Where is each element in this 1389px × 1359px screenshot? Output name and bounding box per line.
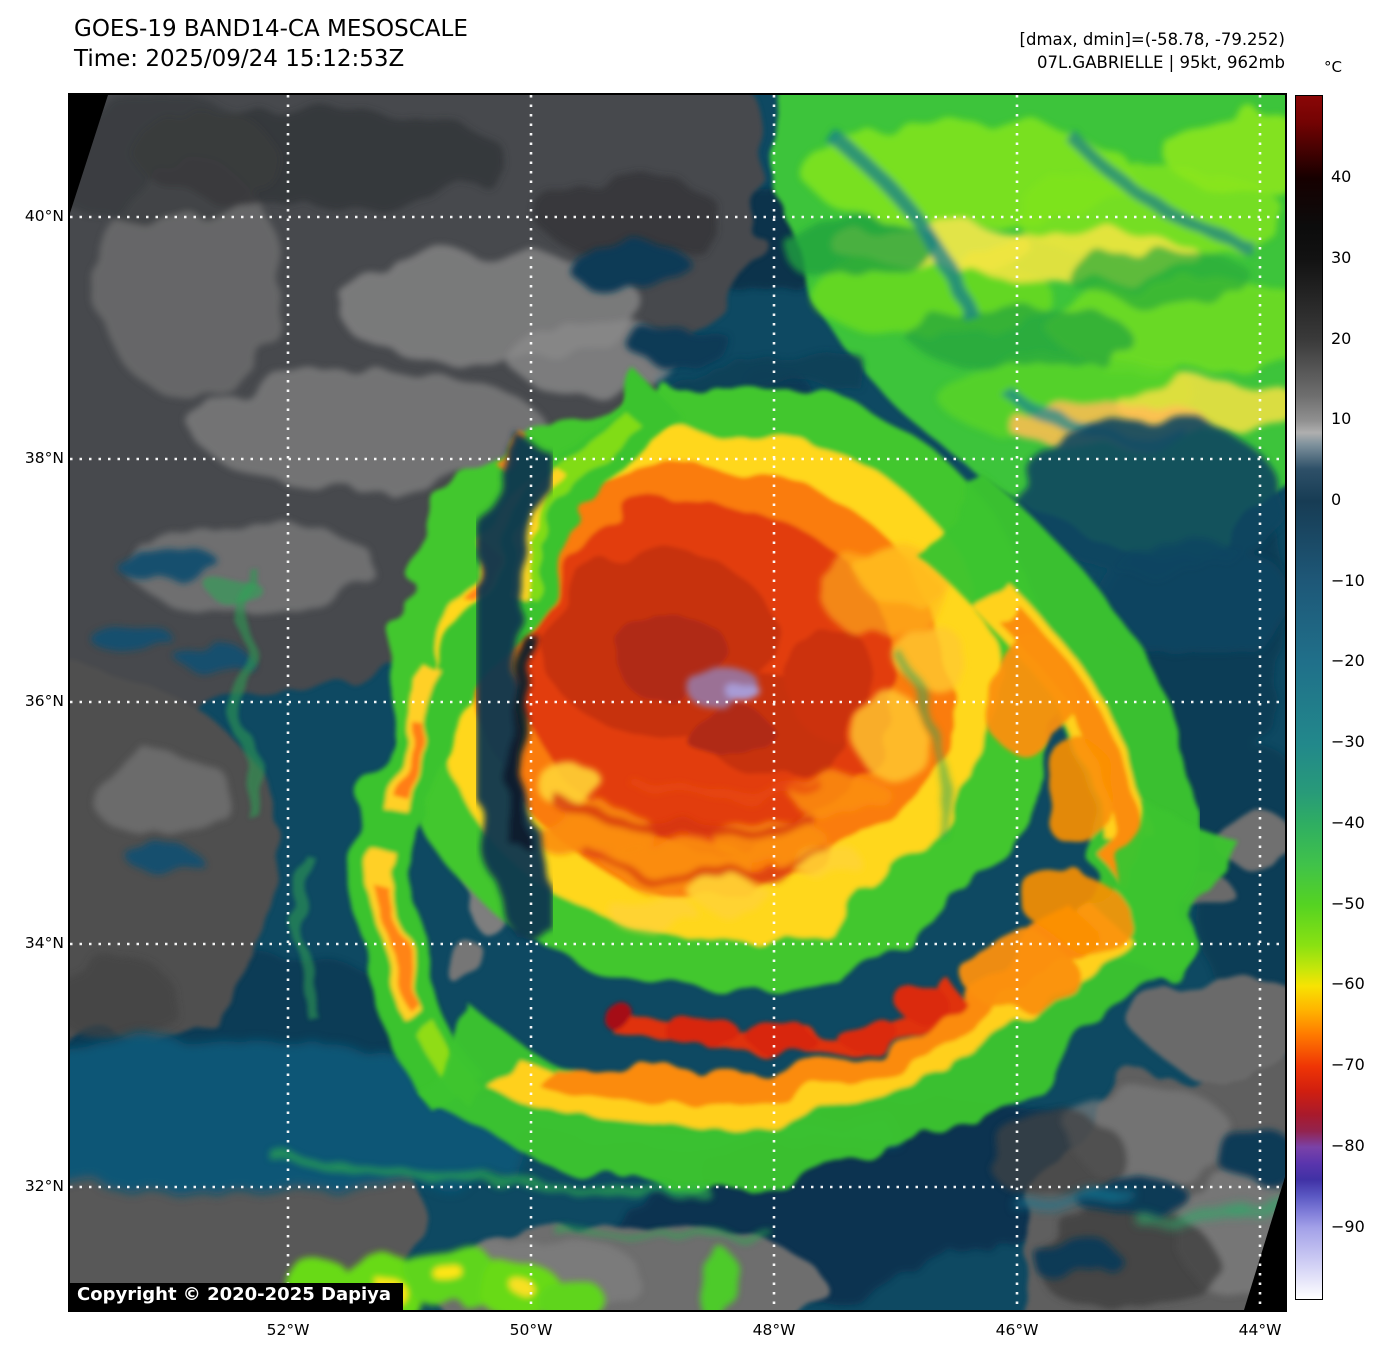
colorbar-tick: −50 [1331,893,1365,913]
moat-west [463,433,564,937]
timestamp-line: Time: 2025/09/24 15:12:53Z [74,46,405,72]
colorbar-gradient [1295,95,1323,1300]
sector-edge-wedges [70,95,1285,1310]
lon-label: 46°W [995,1321,1039,1339]
lon-label: 44°W [1238,1321,1282,1339]
hurricane-cdo [383,380,1053,990]
colorbar-tick: −80 [1331,1135,1365,1155]
colorbar-tick: 20 [1331,328,1352,348]
colorbar-tick: 10 [1331,408,1352,428]
colorbar-tick: −60 [1331,973,1365,993]
copyright-badge: Copyright © 2020-2025 Dapiya [70,1283,404,1310]
latlon-grid [70,95,1285,1310]
colorbar-tick: −40 [1331,812,1365,832]
lon-label: 48°W [752,1321,796,1339]
lat-label: 38°N [24,449,64,467]
south-rainband [269,652,1242,1238]
dmax-dmin-readout: [dmax, dmin]=(-58.78, -79.252) [1019,30,1285,49]
colorbar-unit-label: °C [1324,58,1342,76]
eye-region [688,666,760,708]
page-title: GOES-19 BAND14-CA MESOSCALE [74,16,468,42]
lat-label: 34°N [24,934,64,952]
lat-label: 40°N [24,207,64,225]
satellite-map: Copyright © 2020-2025 Dapiya [68,93,1287,1312]
lat-label: 36°N [24,692,64,710]
colorbar-tick: −70 [1331,1054,1365,1074]
lon-label: 50°W [509,1321,553,1339]
colorbar-tick: −10 [1331,570,1365,590]
colorbar-tick: −20 [1331,650,1365,670]
colorbar-tick: 30 [1331,247,1352,267]
storm-status-line: 07L.GABRIELLE | 95kt, 962mb [1037,53,1285,72]
lat-label: 32°N [24,1177,64,1195]
lon-label: 52°W [266,1321,310,1339]
colorbar-tick: −30 [1331,731,1365,751]
colorbar-tick: 0 [1331,489,1342,509]
colorbar-tick: −90 [1331,1216,1365,1236]
satellite-ir-image [70,95,1285,1310]
colorbar-tick: 40 [1331,166,1352,186]
